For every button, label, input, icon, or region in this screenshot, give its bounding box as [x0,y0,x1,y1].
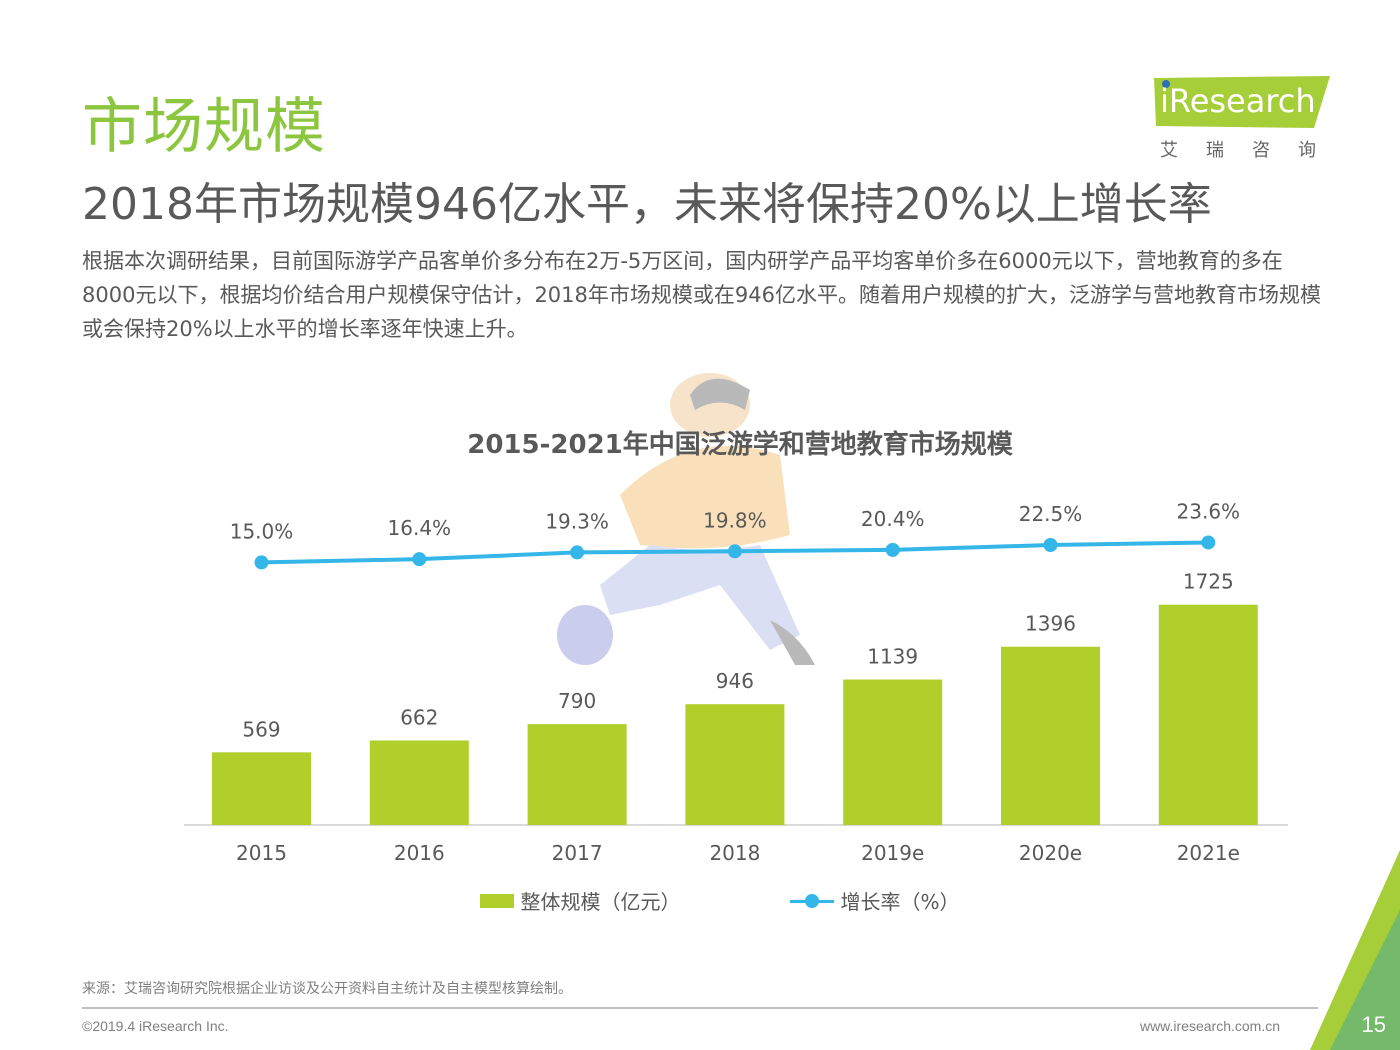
growth-point [727,544,742,559]
growth-point [412,552,427,567]
iresearch-logo: iResearch 艾瑞咨询 [1150,74,1332,166]
bar-value-label: 790 [558,689,596,713]
legend-bar-swatch [480,893,515,908]
footer-divider [82,1007,1318,1009]
growth-value-label: 22.5% [1019,502,1083,526]
growth-value-label: 19.8% [703,508,767,532]
bar-2016 [369,740,469,825]
legend-line-swatch [790,893,835,908]
bar-value-label: 569 [242,717,280,741]
legend-label-growth: 增长率（%） [840,890,960,914]
growth-value-label: 15.0% [230,519,294,543]
bar-2021e [1158,604,1258,825]
logo-banner-icon [1154,76,1330,128]
page-number: 15 [1361,1012,1386,1037]
x-tick-label: 2018 [709,841,760,865]
legend-label-size: 整体规模（亿元） [520,890,681,914]
bar-value-label: 1396 [1025,612,1076,636]
growth-point [885,542,900,557]
market-size-chart: 569 2015 662 2016 790 2017 946 2018 1139 2019e 139… [184,499,1288,865]
page-subtitle: 2018年市场规模946亿水平，未来将保持20%以上增长率 [82,179,1212,230]
legend-item-size: 整体规模（亿元） [480,886,680,915]
x-tick-label: 2015 [236,841,287,865]
logo-chinese-name: 艾瑞咨询 [1160,140,1344,161]
bar-2020e [1001,646,1100,825]
legend-item-growth: 增长率（%） [790,886,960,915]
bar-2017 [527,724,627,825]
bar-value-label: 1139 [867,645,918,669]
growth-value-label: 16.4% [388,516,452,540]
logo-wordmark: iResearch [1160,82,1316,120]
x-tick-label: 2021e [1177,841,1240,865]
source-note: 来源：艾瑞咨询研究院根据企业访谈及公开资料自主统计及自主模型核算绘制。 [82,981,572,997]
x-tick-label: 2020e [1019,841,1082,865]
body-paragraph: 根据本次调研结果，目前国际游学产品客单价多分布在2万-5万区间，国内研学产品平均… [82,249,1321,341]
growth-point [254,555,269,570]
bar-value-label: 1725 [1183,570,1234,594]
chart-title: 2015-2021年中国泛游学和营地教育市场规模 [467,430,1013,460]
bar-2018 [685,704,785,825]
chart-legend: 整体规模（亿元） 增长率（%） [0,886,1400,915]
bar-value-label: 946 [716,669,754,693]
growth-value-label: 19.3% [545,509,609,533]
bar-value-label: 662 [400,705,438,729]
x-tick-label: 2016 [394,841,445,865]
bar-2019e [843,679,943,825]
x-tick-label: 2019e [861,841,924,865]
corner-triangle-icon [1310,850,1400,1050]
growth-point [1043,538,1058,552]
website-link[interactable]: www.iresearch.com.cn [1139,1018,1280,1034]
x-tick-label: 2017 [552,841,603,865]
growth-value-label: 23.6% [1177,499,1241,523]
runner-illustration-icon [557,373,815,665]
page-title: 市场规模 [82,92,326,162]
copyright: ©2019.4 iResearch Inc. [82,1018,229,1034]
growth-point [1201,535,1216,550]
growth-value-label: 20.4% [861,507,925,531]
bar-2015 [212,752,311,825]
growth-point [570,545,585,560]
